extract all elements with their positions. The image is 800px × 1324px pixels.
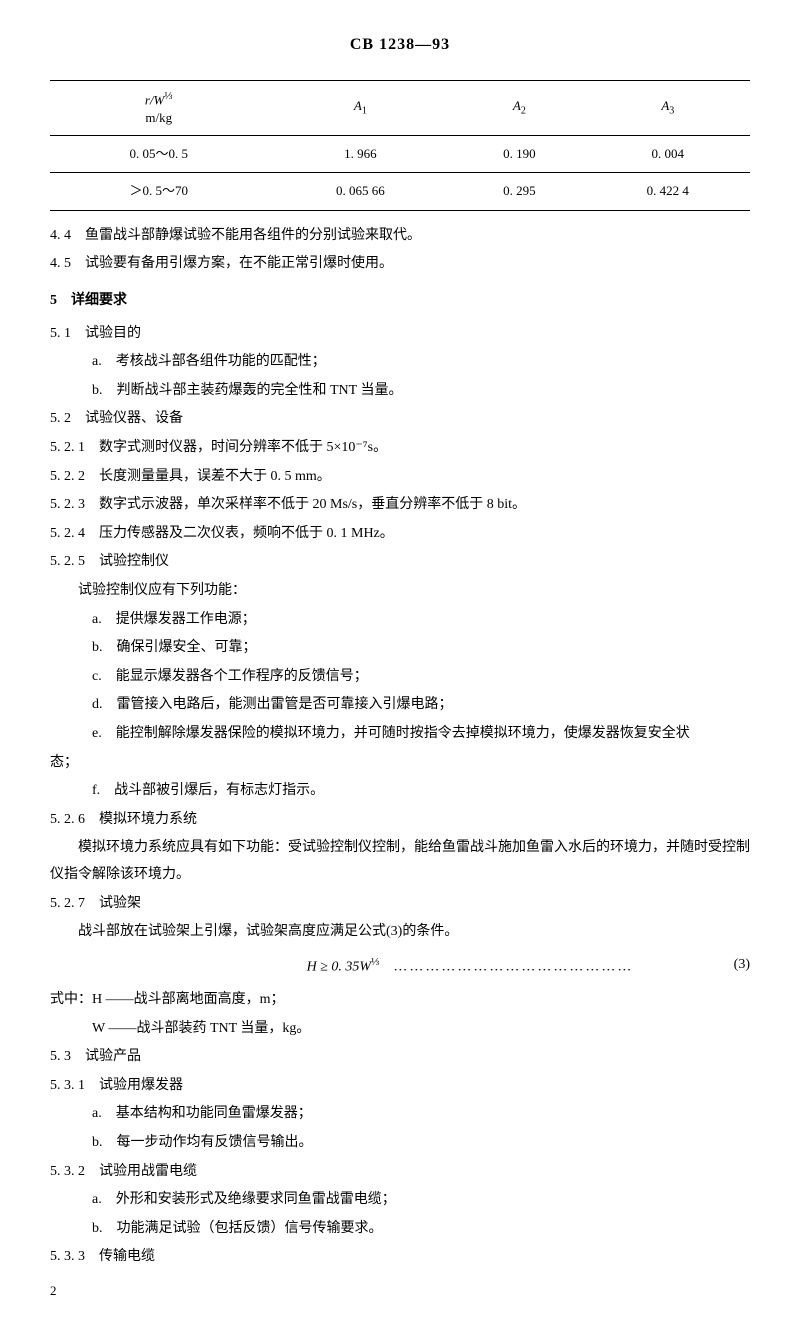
table-cell: 0. 422 4: [586, 173, 750, 211]
col2-sub: 2: [521, 106, 526, 117]
document-header: CB 1238—93: [50, 30, 750, 60]
para-5-2: 5. 2 试验仪器、设备: [50, 406, 750, 433]
table-header-col3: A3: [586, 81, 750, 135]
para-5-2-2: 5. 2. 2 长度测量量具，误差不大于 0. 5 mm。: [50, 464, 750, 491]
item-5-3-2-b: b. 功能满足试验（包括反馈）信号传输要求。: [50, 1216, 750, 1243]
para-5-2-5: 5. 2. 5 试验控制仪: [50, 549, 750, 576]
para-5-2-4: 5. 2. 4 压力传感器及二次仪表，频响不低于 0. 1 MHz。: [50, 521, 750, 548]
table-cell: ＞0. 5～70: [50, 173, 268, 211]
para-4-5: 4. 5 试验要有备用引爆方案，在不能正常引爆时使用。: [50, 251, 750, 278]
para-5-2-3: 5. 2. 3 数字式示波器，单次采样率不低于 20 Ms/s，垂直分辨率不低于…: [50, 492, 750, 519]
table-cell: 1. 966: [268, 135, 454, 173]
table-header-col0: r/W⅓ m/kg: [50, 81, 268, 135]
item-5-2-5-e: e. 能控制解除爆发器保险的模拟环境力，并可随时按指令去掉模拟环境力，使爆发器恢…: [50, 721, 750, 748]
table-cell: 0. 05～0. 5: [50, 135, 268, 173]
table-header-col2: A2: [453, 81, 585, 135]
table-header-col1: A1: [268, 81, 454, 135]
item-5-2-5-a: a. 提供爆发器工作电源；: [50, 607, 750, 634]
table-cell: 0. 190: [453, 135, 585, 173]
col0-frac: ⅓: [164, 90, 172, 102]
para-5-3: 5. 3 试验产品: [50, 1044, 750, 1071]
item-5-2-5-c: c. 能显示爆发器各个工作程序的反馈信号；: [50, 664, 750, 691]
formula-number: (3): [734, 952, 750, 979]
item-5-2-5-d: d. 雷管接入电路后，能测出雷管是否可靠接入引爆电路；: [50, 692, 750, 719]
formula-frac: ⅓: [371, 956, 379, 968]
para-5-2-5-intro: 试验控制仪应有下列功能：: [50, 578, 750, 605]
col3-sub: 3: [669, 106, 674, 117]
item-5-3-1-a: a. 基本结构和功能同鱼雷爆发器；: [50, 1101, 750, 1128]
para-5-1: 5. 1 试验目的: [50, 321, 750, 348]
item-5-3-1-b: b. 每一步动作均有反馈信号输出。: [50, 1130, 750, 1157]
col0-unit: m/kg: [145, 110, 172, 125]
para-5-2-7-body: 战斗部放在试验架上引爆，试验架高度应满足公式(3)的条件。: [50, 919, 750, 946]
para-5-2-1: 5. 2. 1 数字式测时仪器，时间分辨率不低于 5×10⁻⁷s。: [50, 435, 750, 462]
para-5-3-2: 5. 3. 2 试验用战雷电缆: [50, 1159, 750, 1186]
para-4-4: 4. 4 鱼雷战斗部静爆试验不能用各组件的分别试验来取代。: [50, 223, 750, 250]
item-5-2-5-b: b. 确保引爆安全、可靠；: [50, 635, 750, 662]
item-5-2-5-e-cont: 态；: [50, 750, 750, 777]
col1-var: A: [354, 98, 362, 113]
formula-dots: ………………………………………: [393, 959, 633, 974]
formula-expr: H ≥ 0. 35W: [307, 959, 371, 974]
table-cell: 0. 295: [453, 173, 585, 211]
coefficients-table: r/W⅓ m/kg A1 A2 A3 0. 05～0. 5 1. 966 0. …: [50, 80, 750, 210]
item-5-1-b: b. 判断战斗部主装药爆轰的完全性和 TNT 当量。: [50, 378, 750, 405]
formula-where-1: 式中：H ——战斗部离地面高度，m；: [50, 987, 750, 1014]
para-5-3-3: 5. 3. 3 传输电缆: [50, 1244, 750, 1271]
para-5-3-1: 5. 3. 1 试验用爆发器: [50, 1073, 750, 1100]
formula-3: H ≥ 0. 35W⅓ ……………………………………… (3): [50, 952, 750, 981]
para-5-2-6: 5. 2. 6 模拟环境力系统: [50, 807, 750, 834]
item-5-3-2-a: a. 外形和安装形式及绝缘要求同鱼雷战雷电缆；: [50, 1187, 750, 1214]
heading-5: 5 详细要求: [50, 288, 750, 315]
table-cell: 0. 004: [586, 135, 750, 173]
table-cell: 0. 065 66: [268, 173, 454, 211]
col2-var: A: [513, 98, 521, 113]
formula-where-2: W ——战斗部装药 TNT 当量，kg。: [50, 1016, 750, 1043]
para-5-2-7: 5. 2. 7 试验架: [50, 891, 750, 918]
col1-sub: 1: [362, 106, 367, 117]
item-5-2-5-f: f. 战斗部被引爆后，有标志灯指示。: [50, 778, 750, 805]
item-5-1-a: a. 考核战斗部各组件功能的匹配性；: [50, 349, 750, 376]
para-5-2-6-body: 模拟环境力系统应具有如下功能：受试验控制仪控制，能给鱼雷战斗施加鱼雷入水后的环境…: [50, 835, 750, 888]
page-number: 2: [50, 1279, 750, 1304]
col0-var: r/W: [145, 93, 165, 108]
